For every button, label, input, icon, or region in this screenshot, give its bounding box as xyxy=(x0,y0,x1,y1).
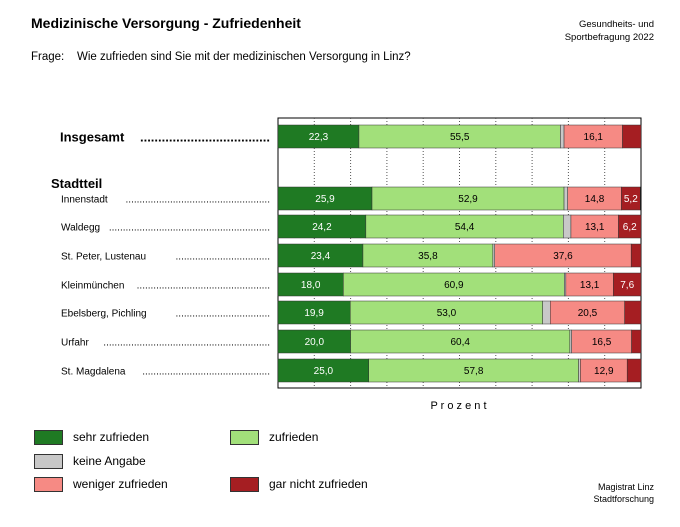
bar-waldegg-keine-angabe xyxy=(563,214,572,239)
category-leader-dots: ........................................… xyxy=(142,367,270,378)
survey-question: Frage: Wie zufrieden sind Sie mit der med… xyxy=(31,51,411,63)
data-label-innenstadt-gar-nicht-zufrieden: 5,2 xyxy=(624,194,638,205)
data-label-st-peter-lustenau-weniger-zufrieden: 37,6 xyxy=(553,251,573,262)
data-label-kleinmuenchen-weniger-zufrieden: 13,1 xyxy=(580,280,600,291)
data-label-insgesamt-zufrieden: 55,5 xyxy=(450,132,470,143)
data-label-insgesamt-weniger-zufrieden: 16,1 xyxy=(584,132,604,143)
category-leader-dots: ........................................… xyxy=(103,338,270,349)
chart-title: Medizinische Versorgung - Zufriedenheit xyxy=(31,15,301,31)
data-label-kleinmuenchen-sehr-zufrieden: 18,0 xyxy=(301,280,321,291)
category-leader-dots: ........................................… xyxy=(109,223,270,234)
category-label-innenstadt: Innenstadt xyxy=(61,195,108,206)
bar-innenstadt-gar-nicht-zufrieden xyxy=(621,186,641,211)
legend-swatch-sehr-zufrieden xyxy=(34,430,63,445)
bar-st-peter-lustenau-gar-nicht-zufrieden xyxy=(630,243,642,268)
bar-kleinmuenchen-gar-nicht-zufrieden xyxy=(613,272,642,297)
category-leader-dots: ........................................… xyxy=(126,195,270,206)
data-label-waldegg-gar-nicht-zufrieden: 6,2 xyxy=(623,222,637,233)
bar-insgesamt-gar-nicht-zufrieden xyxy=(622,124,642,149)
data-label-urfahr-sehr-zufrieden: 20,0 xyxy=(305,337,325,348)
legend-label-gar-nicht-zufrieden: gar nicht zufrieden xyxy=(269,477,368,491)
legend-swatch-weniger-zufrieden xyxy=(34,477,63,492)
publisher-line-2: Stadtforschung xyxy=(593,494,654,504)
bar-ebelsberg-pichling-keine-angabe xyxy=(542,300,551,325)
legend-swatch-gar-nicht-zufrieden xyxy=(230,477,259,492)
data-label-urfahr-weniger-zufrieden: 16,5 xyxy=(592,337,612,348)
legend-label-weniger-zufrieden: weniger zufrieden xyxy=(73,477,168,491)
publisher: Magistrat Linz Stadtforschung xyxy=(520,481,654,505)
legend-label-zufrieden: zufrieden xyxy=(269,430,319,444)
data-label-waldegg-zufrieden: 54,4 xyxy=(455,222,475,233)
bar-insgesamt-keine-angabe xyxy=(560,124,565,149)
data-label-ebelsberg-pichling-zufrieden: 53,0 xyxy=(437,308,457,319)
data-label-innenstadt-weniger-zufrieden: 14,8 xyxy=(585,194,605,205)
survey-source-line-1: Gesundheits- und xyxy=(579,19,654,30)
stacked-bar-chart: Insgesamt...............................… xyxy=(51,117,642,412)
survey-source-line-2: Sportbefragung 2022 xyxy=(564,32,654,43)
data-label-ebelsberg-pichling-sehr-zufrieden: 19,9 xyxy=(304,308,324,319)
category-leader-dots: ........................................… xyxy=(137,281,270,292)
legend-label-sehr-zufrieden: sehr zufrieden xyxy=(73,430,150,444)
bar-urfahr-gar-nicht-zufrieden xyxy=(631,329,642,354)
x-axis-label: P r o z e n t xyxy=(430,400,486,412)
publisher-line-1: Magistrat Linz xyxy=(597,482,654,492)
question-label: Frage: xyxy=(31,51,65,63)
data-label-st-magdalena-weniger-zufrieden: 12,9 xyxy=(594,366,614,377)
data-label-urfahr-zufrieden: 60,4 xyxy=(450,337,470,348)
data-label-ebelsberg-pichling-weniger-zufrieden: 20,5 xyxy=(578,308,598,319)
bar-waldegg-gar-nicht-zufrieden xyxy=(618,214,642,239)
legend-label-keine-angabe: keine Angabe xyxy=(73,454,146,468)
category-label-ebelsberg-pichling: Ebelsberg, Pichling xyxy=(61,309,147,320)
category-label-kleinmuenchen: Kleinmünchen xyxy=(61,281,124,292)
category-label-waldegg: Waldegg xyxy=(61,223,100,234)
bar-ebelsberg-pichling-gar-nicht-zufrieden xyxy=(624,300,642,325)
bar-innenstadt-keine-angabe xyxy=(563,186,568,211)
category-label-st-peter-lustenau: St. Peter, Lustenau xyxy=(61,252,146,263)
data-label-st-magdalena-sehr-zufrieden: 25,0 xyxy=(314,366,334,377)
data-label-waldegg-sehr-zufrieden: 24,2 xyxy=(312,222,332,233)
bar-urfahr-keine-angabe xyxy=(569,329,572,354)
data-label-st-peter-lustenau-zufrieden: 35,8 xyxy=(418,251,438,262)
category-label-insgesamt: Insgesamt xyxy=(60,130,125,145)
data-label-st-peter-lustenau-sehr-zufrieden: 23,4 xyxy=(311,251,331,262)
survey-source: Gesundheits- und Sportbefragung 2022 xyxy=(520,18,654,44)
category-leader-dots: .................................. xyxy=(176,252,270,263)
data-label-kleinmuenchen-gar-nicht-zufrieden: 7,6 xyxy=(620,280,634,291)
data-label-innenstadt-zufrieden: 52,9 xyxy=(458,194,478,205)
category-label-st-magdalena: St. Magdalena xyxy=(61,367,126,378)
group-heading: Stadtteil xyxy=(51,176,102,191)
bar-st-magdalena-gar-nicht-zufrieden xyxy=(626,358,642,383)
data-label-insgesamt-sehr-zufrieden: 22,3 xyxy=(309,132,329,143)
category-label-urfahr: Urfahr xyxy=(61,338,89,349)
legend-swatch-keine-angabe xyxy=(34,454,63,469)
data-label-kleinmuenchen-zufrieden: 60,9 xyxy=(444,280,464,291)
legend-swatch-zufrieden xyxy=(230,430,259,445)
data-label-waldegg-weniger-zufrieden: 13,1 xyxy=(585,222,605,233)
category-leader-dots: .................................... xyxy=(140,130,270,145)
category-leader-dots: .................................. xyxy=(176,309,270,320)
bar-st-magdalena-keine-angabe xyxy=(578,358,581,383)
bar-st-peter-lustenau-keine-angabe xyxy=(492,243,495,268)
question-text: Wie zufrieden sind Sie mit der medizinis… xyxy=(77,51,411,63)
data-label-innenstadt-sehr-zufrieden: 25,9 xyxy=(315,194,335,205)
data-label-st-magdalena-zufrieden: 57,8 xyxy=(464,366,484,377)
